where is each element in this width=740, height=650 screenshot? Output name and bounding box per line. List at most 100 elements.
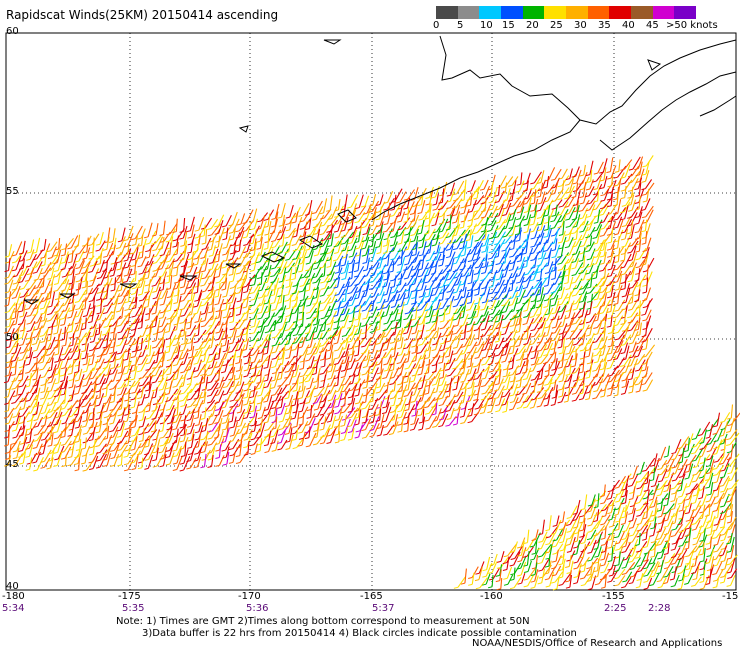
- wind-barb-flag: [285, 334, 291, 337]
- wind-barb-flag: [256, 240, 261, 243]
- wind-barb-flag: [397, 257, 402, 260]
- wind-barb: [372, 389, 375, 402]
- wind-barb: [107, 351, 116, 363]
- wind-barb-flag: [390, 258, 395, 261]
- wind-barb-flag: [89, 307, 94, 310]
- wind-barb: [142, 407, 146, 421]
- wind-barb: [43, 238, 47, 251]
- wind-barb-flag: [305, 289, 310, 292]
- wind-barb-flag: [186, 321, 191, 324]
- wind-barb-flag: [235, 391, 240, 394]
- wind-barb-flag: [166, 296, 171, 299]
- wind-barb-flag: [277, 433, 283, 436]
- wind-barb: [43, 449, 52, 462]
- wind-barb-flag: [40, 348, 45, 351]
- wind-barb-flag: [509, 255, 514, 258]
- wind-barb-flag: [95, 390, 100, 393]
- wind-barb-flag: [389, 300, 394, 303]
- wind-barb-flag: [53, 437, 59, 440]
- wind-barb-flag: [362, 386, 367, 389]
- wind-barb-flag: [445, 256, 451, 259]
- wind-barb-flag: [88, 292, 93, 295]
- wind-barb-flag: [509, 401, 514, 404]
- wind-barb-flag: [334, 294, 339, 296]
- wind-barb: [30, 303, 38, 316]
- wind-barb: [114, 277, 117, 291]
- wind-barb-flag: [250, 453, 255, 455]
- wind-barb: [274, 229, 282, 241]
- wind-barb-flag: [403, 430, 408, 433]
- wind-barb: [156, 454, 164, 467]
- wind-barb-flag: [312, 316, 317, 319]
- wind-barb-flag: [11, 269, 17, 272]
- wind-barb: [142, 345, 148, 357]
- wind-barb-flag: [221, 344, 226, 347]
- wind-barb-flag: [473, 393, 479, 396]
- wind-barb: [211, 320, 221, 334]
- wind-barb: [421, 233, 426, 248]
- wind-barb-flag: [334, 209, 339, 212]
- wind-barb-flag: [187, 243, 192, 246]
- wind-barb-flag: [299, 341, 304, 344]
- wind-barb-flag: [438, 286, 444, 289]
- wind-barb: [401, 376, 404, 391]
- wind-barb-flag: [186, 369, 191, 371]
- wind-barb-flag: [493, 334, 499, 337]
- wind-barb-flag: [130, 293, 136, 295]
- wind-barb-flag: [137, 237, 142, 240]
- wind-barb-flag: [452, 221, 457, 224]
- wind-barb: [322, 341, 330, 352]
- wind-barb: [365, 271, 376, 285]
- wind-barb-flag: [361, 337, 366, 340]
- wind-barb-flag: [487, 411, 492, 414]
- wind-barb-flag: [369, 295, 374, 298]
- wind-barb-flag: [214, 358, 220, 361]
- wind-barb-flag: [439, 320, 444, 323]
- wind-barb-flag: [383, 215, 389, 218]
- wind-barb-flag: [228, 363, 234, 366]
- wind-barb-flag: [480, 308, 485, 311]
- wind-barb: [217, 382, 225, 396]
- wind-barb-flag: [207, 296, 212, 299]
- wind-barb: [268, 438, 275, 452]
- wind-barb-flag: [305, 269, 310, 272]
- wind-barb-flag: [326, 323, 331, 326]
- wind-barb-flag: [243, 362, 249, 365]
- wind-barb-flag: [222, 238, 227, 241]
- wind-barb: [246, 400, 252, 413]
- wind-barb: [22, 425, 26, 436]
- wind-barb-flag: [40, 256, 45, 259]
- wind-barb-flag: [389, 383, 394, 386]
- wind-barb-flag: [277, 287, 282, 289]
- wind-barb-flag: [312, 276, 317, 279]
- wind-barb-flag: [326, 392, 331, 395]
- wind-barb-flag: [418, 259, 423, 262]
- wind-barb-flag: [362, 269, 368, 272]
- wind-barb: [99, 252, 103, 264]
- wind-barb-flag: [151, 340, 157, 343]
- wind-barb: [469, 229, 472, 240]
- wind-barb-flag: [116, 435, 122, 438]
- wind-barb-flag: [480, 315, 485, 318]
- wind-barb: [385, 247, 395, 259]
- wind-barb-flag: [158, 346, 163, 349]
- wind-barb-flag: [145, 256, 150, 259]
- wind-barb-flag: [319, 233, 324, 236]
- wind-barb: [126, 268, 133, 282]
- wind-barb: [365, 300, 373, 311]
- wind-barb-flag: [325, 349, 331, 352]
- wind-barb-flag: [47, 459, 52, 462]
- wind-barb: [21, 436, 28, 451]
- wind-barb: [310, 287, 316, 299]
- wind-barb: [407, 189, 415, 200]
- wind-barb-flag: [278, 309, 283, 311]
- wind-barb: [49, 343, 59, 355]
- wind-barb-flag: [165, 400, 170, 403]
- wind-barb-flag: [382, 391, 388, 394]
- wind-barb-flag: [481, 377, 486, 380]
- wind-barb-flag: [11, 373, 16, 376]
- wind-barb-flag: [326, 237, 331, 240]
- wind-barb-flag: [17, 393, 23, 396]
- wind-barb-flag: [194, 446, 199, 449]
- wind-barb-flag: [165, 267, 170, 270]
